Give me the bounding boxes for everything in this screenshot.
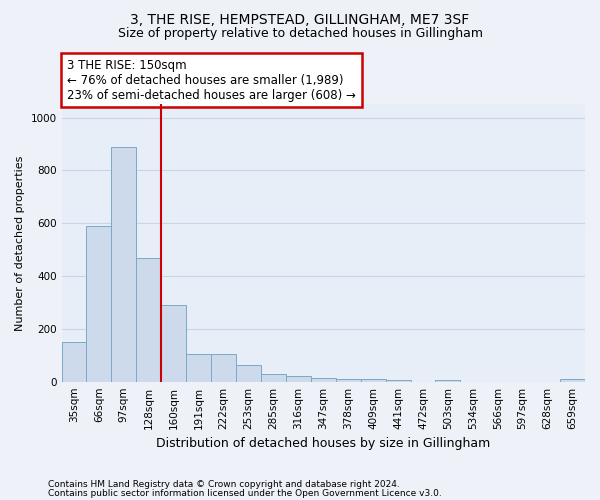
Text: Contains HM Land Registry data © Crown copyright and database right 2024.: Contains HM Land Registry data © Crown c… (48, 480, 400, 489)
Bar (336, 379, 361, 382)
Text: 3, THE RISE, HEMPSTEAD, GILLINGHAM, ME7 3SF: 3, THE RISE, HEMPSTEAD, GILLINGHAM, ME7 … (130, 12, 470, 26)
Bar (236, 364, 261, 382)
Bar (86, 226, 112, 382)
Bar (436, 380, 460, 382)
Bar (311, 378, 336, 382)
Bar (211, 354, 236, 382)
Bar (112, 146, 136, 382)
Text: Size of property relative to detached houses in Gillingham: Size of property relative to detached ho… (118, 28, 482, 40)
Bar (386, 380, 410, 382)
Bar (361, 379, 386, 382)
Text: Contains public sector information licensed under the Open Government Licence v3: Contains public sector information licen… (48, 490, 442, 498)
Bar (261, 374, 286, 382)
Bar (186, 354, 211, 382)
X-axis label: Distribution of detached houses by size in Gillingham: Distribution of detached houses by size … (156, 437, 490, 450)
Y-axis label: Number of detached properties: Number of detached properties (15, 156, 25, 330)
Text: 3 THE RISE: 150sqm
← 76% of detached houses are smaller (1,989)
23% of semi-deta: 3 THE RISE: 150sqm ← 76% of detached hou… (67, 58, 356, 102)
Bar (286, 376, 311, 382)
Bar (161, 305, 186, 382)
Bar (136, 258, 161, 382)
Bar (560, 379, 585, 382)
Bar (62, 342, 86, 382)
